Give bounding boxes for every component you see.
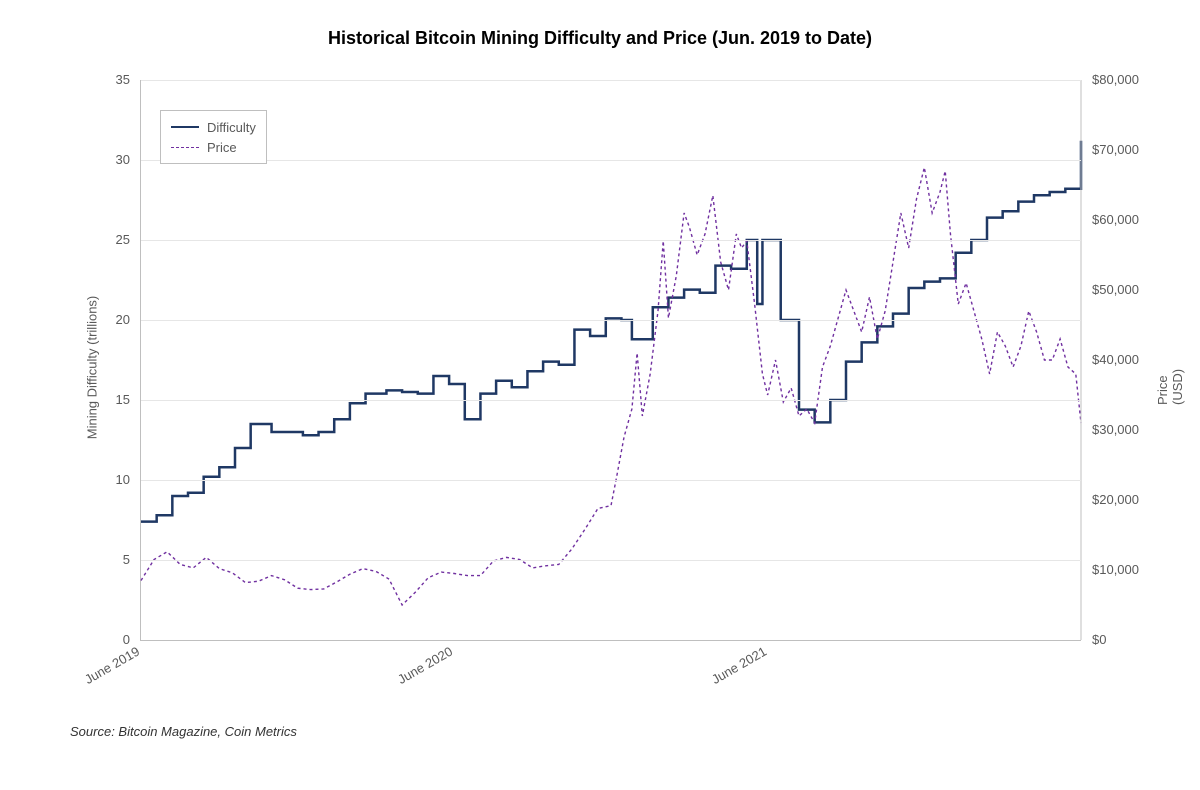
y-right-tick-label: $80,000 xyxy=(1092,72,1139,87)
chart-svg xyxy=(141,80,1081,640)
y-right-axis-title: Price (USD) xyxy=(1155,345,1185,405)
x-tick-label: June 2021 xyxy=(709,644,769,687)
grid-line xyxy=(141,480,1081,481)
y-left-tick-label: 30 xyxy=(90,152,130,167)
y-left-tick-label: 15 xyxy=(90,392,130,407)
price-line xyxy=(141,168,1081,606)
legend-swatch xyxy=(171,126,199,128)
difficulty-line xyxy=(141,141,1081,522)
grid-line xyxy=(141,400,1081,401)
grid-line xyxy=(141,560,1081,561)
legend-item: Difficulty xyxy=(171,117,256,137)
grid-line xyxy=(141,80,1081,81)
x-tick-label: June 2020 xyxy=(395,644,455,687)
y-left-tick-label: 20 xyxy=(90,312,130,327)
grid-line xyxy=(141,240,1081,241)
plot-area xyxy=(140,80,1081,641)
y-left-tick-label: 10 xyxy=(90,472,130,487)
legend-swatch xyxy=(171,147,199,148)
y-right-tick-label: $60,000 xyxy=(1092,212,1139,227)
y-right-tick-label: $0 xyxy=(1092,632,1106,647)
y-right-tick-label: $10,000 xyxy=(1092,562,1139,577)
grid-line xyxy=(141,160,1081,161)
source-note: Source: Bitcoin Magazine, Coin Metrics xyxy=(70,724,297,739)
y-left-tick-label: 25 xyxy=(90,232,130,247)
chart-title: Historical Bitcoin Mining Difficulty and… xyxy=(0,28,1200,49)
legend-item: Price xyxy=(171,137,256,157)
x-tick-label: June 2019 xyxy=(82,644,142,687)
y-left-tick-label: 35 xyxy=(90,72,130,87)
grid-line xyxy=(141,320,1081,321)
legend-label: Price xyxy=(207,140,237,155)
y-right-tick-label: $30,000 xyxy=(1092,422,1139,437)
y-right-tick-label: $50,000 xyxy=(1092,282,1139,297)
legend: Difficulty Price xyxy=(160,110,267,164)
y-left-tick-label: 0 xyxy=(90,632,130,647)
legend-label: Difficulty xyxy=(207,120,256,135)
y-left-tick-label: 5 xyxy=(90,552,130,567)
y-right-tick-label: $40,000 xyxy=(1092,352,1139,367)
y-right-tick-label: $70,000 xyxy=(1092,142,1139,157)
y-right-tick-label: $20,000 xyxy=(1092,492,1139,507)
